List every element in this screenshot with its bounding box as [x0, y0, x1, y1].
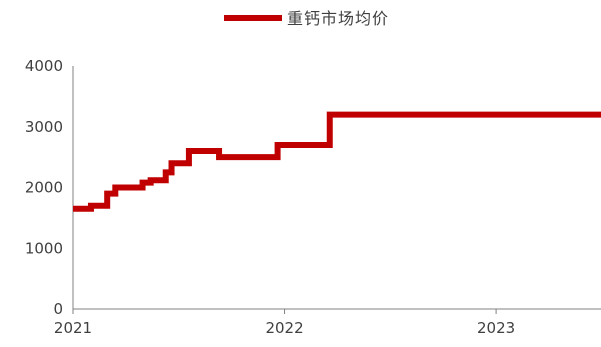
- x-axis-tick-labels: 2021 2022 2023: [54, 319, 515, 337]
- legend-label: 重钙市场均价: [287, 9, 389, 28]
- series-group: [73, 111, 601, 212]
- y-tick-label: 1000: [25, 239, 63, 257]
- y-tick-label: 2000: [25, 179, 63, 197]
- x-tick-label: 2021: [54, 319, 92, 337]
- y-axis-tick-labels: 0 1000 2000 3000 4000: [25, 57, 63, 318]
- x-tick-label: 2023: [477, 319, 515, 337]
- y-tick-label: 0: [53, 300, 63, 318]
- y-tick-label: 3000: [25, 118, 63, 136]
- series-line: [73, 111, 601, 212]
- x-axis-tick-marks: [72, 309, 497, 314]
- y-tick-label: 4000: [25, 57, 63, 75]
- legend: 重钙市场均价: [224, 9, 389, 28]
- x-tick-label: 2022: [265, 319, 303, 337]
